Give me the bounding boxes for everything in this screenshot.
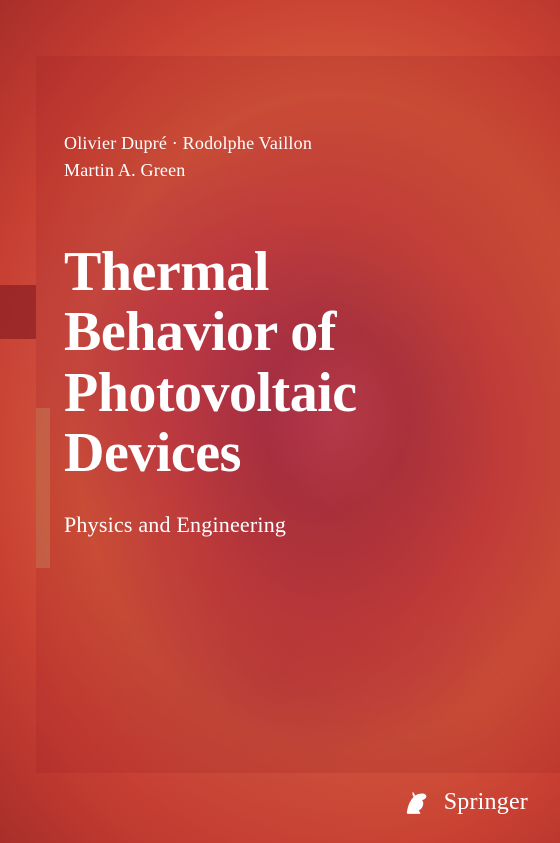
authors-line-2: Martin A. Green — [64, 157, 520, 184]
title-line-3: Photovoltaic — [64, 363, 520, 423]
book-subtitle: Physics and Engineering — [64, 512, 520, 538]
authors-line-1: Olivier Dupré · Rodolphe Vaillon — [64, 130, 520, 157]
book-cover: Olivier Dupré · Rodolphe Vaillon Martin … — [0, 0, 560, 843]
publisher-name: Springer — [444, 789, 528, 816]
left-accent-bar — [0, 285, 36, 339]
cover-content: Olivier Dupré · Rodolphe Vaillon Martin … — [64, 130, 520, 538]
publisher-block: Springer — [400, 785, 528, 819]
authors-block: Olivier Dupré · Rodolphe Vaillon Martin … — [64, 130, 520, 184]
title-line-4: Devices — [64, 423, 520, 483]
title-line-1: Thermal — [64, 242, 520, 302]
springer-horse-icon — [400, 785, 434, 819]
book-title: Thermal Behavior of Photovoltaic Devices — [64, 242, 520, 484]
left-accent-bar-2 — [36, 408, 50, 568]
title-line-2: Behavior of — [64, 302, 520, 362]
